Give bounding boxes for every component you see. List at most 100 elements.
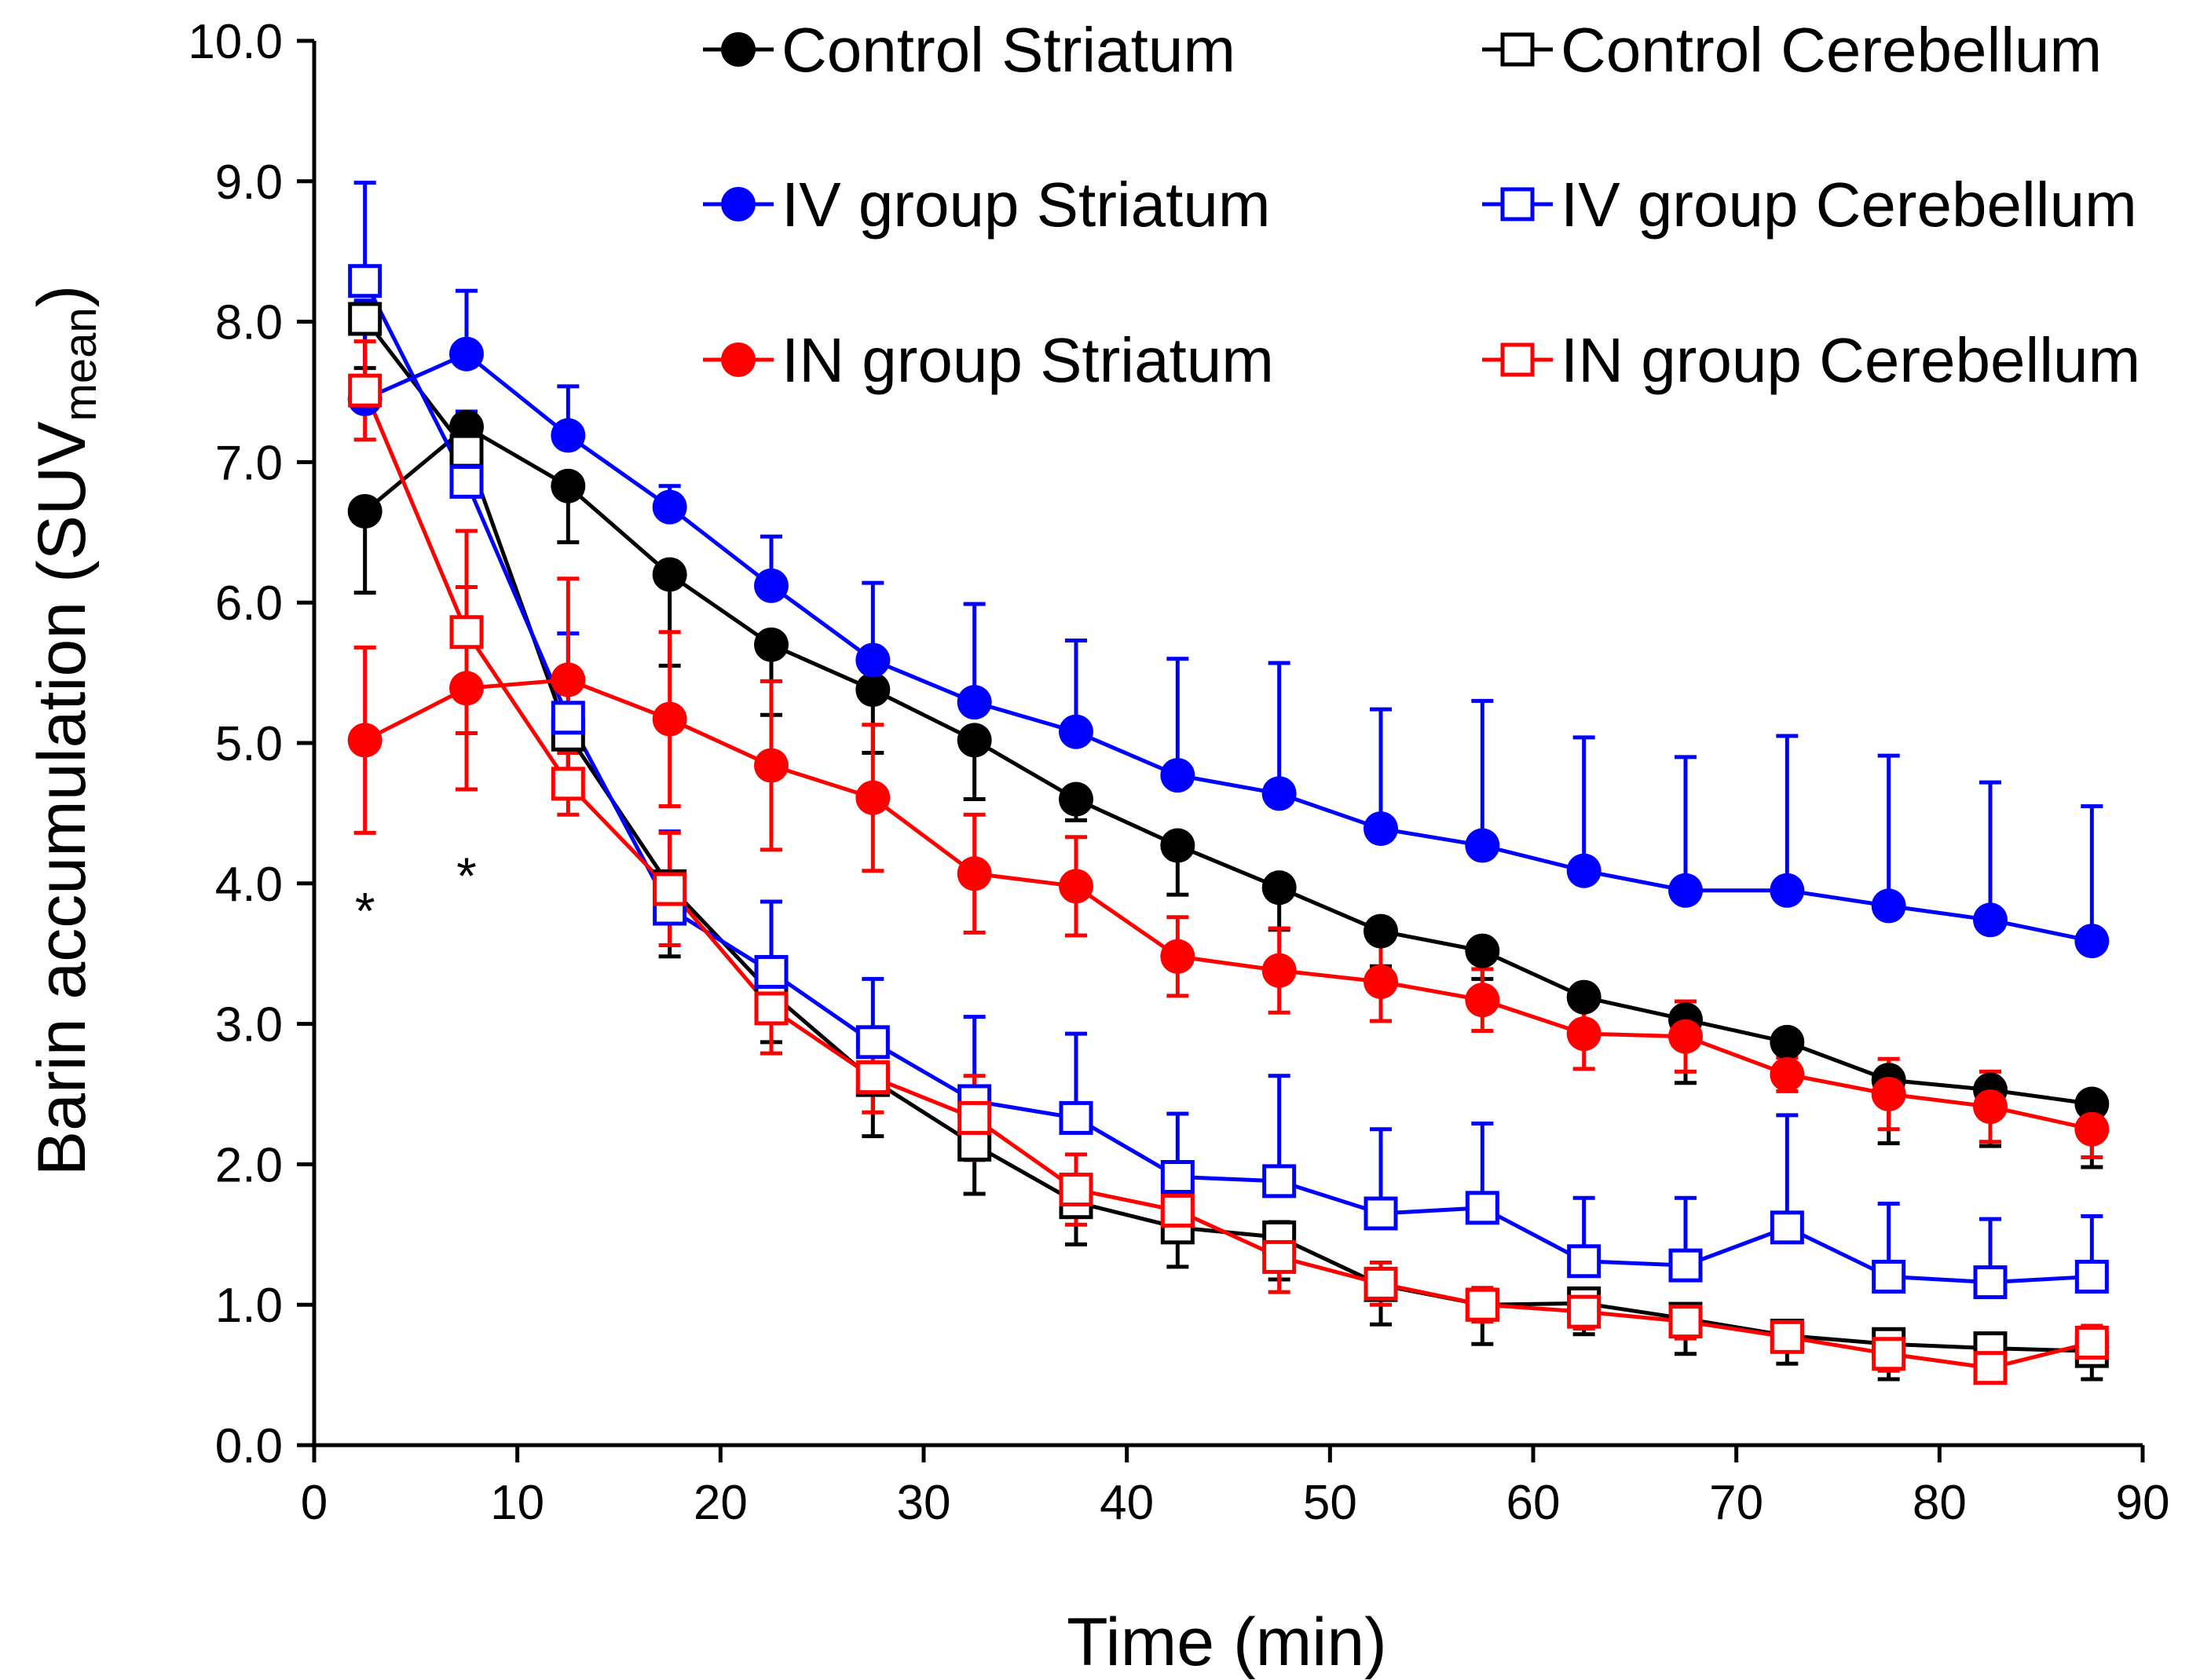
data-point bbox=[1160, 828, 1195, 863]
x-tick-label: 60 bbox=[1506, 1476, 1561, 1530]
series-layer: ** bbox=[347, 181, 2110, 1385]
data-point bbox=[1668, 1019, 1703, 1054]
x-tick-label: 40 bbox=[1100, 1476, 1154, 1530]
data-point bbox=[1261, 953, 1297, 988]
data-point bbox=[1160, 1193, 1195, 1228]
data-point bbox=[449, 671, 484, 706]
data-point bbox=[1364, 913, 1398, 949]
data-point bbox=[1465, 1287, 1499, 1322]
data-point bbox=[1973, 1089, 2008, 1125]
legend-label: IN group Cerebellum bbox=[1561, 325, 2140, 395]
legend-item: IN group Striatum bbox=[703, 325, 1274, 395]
data-point bbox=[1872, 1259, 1906, 1294]
y-axis-title-close: ) bbox=[24, 285, 100, 308]
x-tick-label: 10 bbox=[490, 1476, 544, 1530]
data-point bbox=[1059, 1173, 1093, 1207]
data-point bbox=[348, 302, 383, 336]
data-point bbox=[1364, 1266, 1398, 1301]
data-point bbox=[1566, 979, 1602, 1015]
data-point bbox=[855, 1025, 890, 1060]
data-point bbox=[855, 780, 891, 815]
data-point bbox=[1059, 1100, 1093, 1135]
y-tick-label: 8.0 bbox=[215, 296, 283, 350]
data-point bbox=[1059, 869, 1093, 904]
data-point bbox=[957, 856, 992, 891]
data-point bbox=[1465, 983, 1500, 1018]
data-point bbox=[1059, 714, 1093, 749]
series-markers-5 bbox=[348, 373, 2109, 1385]
data-point bbox=[347, 723, 383, 758]
x-axis-title: Time (min) bbox=[1067, 1605, 1387, 1680]
data-point bbox=[653, 872, 687, 906]
data-point bbox=[754, 954, 789, 989]
legend-marker bbox=[721, 32, 756, 67]
error-bars-5 bbox=[353, 339, 2103, 1385]
series-markers-2 bbox=[347, 336, 2110, 959]
data-point bbox=[1160, 758, 1195, 793]
data-point bbox=[551, 767, 585, 801]
legend-label: Control Striatum bbox=[782, 15, 1235, 85]
y-tick-label: 4.0 bbox=[215, 858, 283, 912]
legend-label: IV group Striatum bbox=[782, 170, 1271, 240]
data-point bbox=[754, 748, 789, 783]
data-point bbox=[1770, 1024, 1805, 1060]
legend-item: Control Striatum bbox=[703, 15, 1235, 85]
legend-marker bbox=[1500, 342, 1535, 377]
x-tick-label: 50 bbox=[1303, 1476, 1357, 1530]
data-point bbox=[1973, 902, 2008, 938]
data-point bbox=[551, 468, 586, 503]
y-axis-title-subscript: mean bbox=[55, 307, 106, 421]
data-point bbox=[1566, 1016, 1602, 1052]
data-point bbox=[1770, 1210, 1804, 1245]
data-point bbox=[1770, 1056, 1805, 1092]
data-point bbox=[449, 615, 484, 650]
data-point bbox=[449, 336, 484, 372]
data-point bbox=[2074, 1086, 2110, 1122]
x-tick-label: 30 bbox=[897, 1476, 951, 1530]
data-point bbox=[1262, 1164, 1297, 1199]
data-point bbox=[2074, 1259, 2109, 1294]
significance-marker: * bbox=[456, 847, 477, 905]
legend-marker bbox=[721, 187, 756, 221]
legend-marker bbox=[1500, 187, 1535, 221]
y-tick-label: 6.0 bbox=[215, 576, 283, 631]
x-tick-label: 70 bbox=[1709, 1476, 1763, 1530]
series-line bbox=[364, 351, 2092, 943]
data-point bbox=[1364, 811, 1398, 847]
data-point bbox=[449, 464, 484, 499]
data-point bbox=[551, 701, 585, 735]
legend-marker bbox=[1500, 32, 1535, 67]
y-tick-label: 2.0 bbox=[215, 1138, 283, 1192]
data-point bbox=[1262, 1239, 1297, 1274]
data-point bbox=[1566, 853, 1602, 888]
data-point bbox=[652, 489, 687, 525]
data-point bbox=[1668, 873, 1703, 908]
data-point bbox=[1770, 873, 1805, 908]
data-point bbox=[348, 373, 383, 408]
data-point bbox=[551, 662, 586, 697]
data-point bbox=[1160, 1159, 1195, 1194]
series-line bbox=[364, 678, 2092, 1132]
data-point bbox=[1059, 781, 1093, 817]
y-tick-label: 1.0 bbox=[215, 1279, 283, 1333]
y-axis-title-main: Barin accumulation (SUV bbox=[24, 421, 100, 1176]
data-point bbox=[2074, 1325, 2109, 1360]
data-point bbox=[551, 418, 586, 453]
series-markers-0 bbox=[347, 409, 2110, 1122]
data-point bbox=[1465, 828, 1500, 863]
data-point bbox=[348, 264, 383, 298]
data-point bbox=[957, 685, 992, 720]
data-point bbox=[855, 642, 891, 678]
data-point bbox=[1668, 1248, 1703, 1283]
legend-item: Control Cerebellum bbox=[1482, 15, 2102, 85]
y-tick-label: 3.0 bbox=[215, 998, 283, 1052]
data-point bbox=[1871, 888, 1906, 924]
data-point bbox=[652, 701, 687, 737]
data-point bbox=[1872, 1337, 1906, 1371]
legend: Control Striatum Control Cerebellum IV gro… bbox=[703, 15, 2140, 395]
data-point bbox=[1973, 1265, 2008, 1300]
data-point bbox=[957, 723, 992, 758]
data-point bbox=[1261, 776, 1297, 811]
data-point bbox=[449, 434, 484, 468]
data-point bbox=[347, 493, 383, 529]
